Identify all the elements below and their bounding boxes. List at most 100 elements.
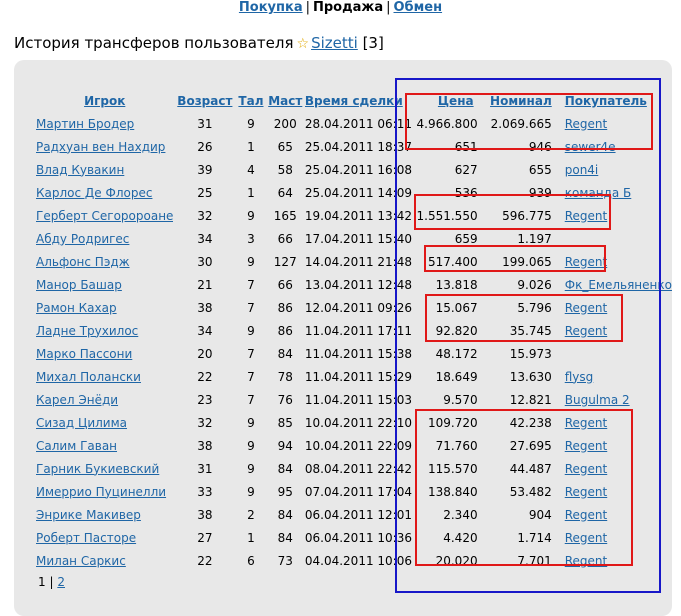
page-link-2[interactable]: 2 xyxy=(57,575,65,589)
player-link[interactable]: Марко Пассони xyxy=(36,346,133,361)
player-cell: Милан Саркис xyxy=(36,549,173,572)
price-cell: 71.760 xyxy=(435,438,478,453)
nav-buy-link[interactable]: Покупка xyxy=(238,0,303,15)
user-link[interactable]: Sizetti xyxy=(311,34,358,52)
nominal-cell: 15.973 xyxy=(509,346,552,361)
buyer-link[interactable]: Regent xyxy=(564,116,608,131)
nominal-cell: 42.238 xyxy=(509,415,552,430)
player-cell: Энрике Макивер xyxy=(36,503,173,526)
player-link[interactable]: Влад Кувакин xyxy=(36,162,125,177)
player-cell: Радхуан вен Нахдир xyxy=(36,135,173,158)
time-cell: 06.04.2011 12:01 xyxy=(304,507,412,522)
col-header-tal[interactable]: Тал xyxy=(238,94,264,108)
highlight-red-box xyxy=(424,245,606,272)
player-link[interactable]: Герберт Сегоророане xyxy=(36,208,174,223)
mast-cell: 86 xyxy=(277,300,293,315)
page-separator: | xyxy=(49,575,54,589)
buyer-link[interactable]: Regent xyxy=(564,208,608,223)
nominal-cell: 596.775 xyxy=(502,208,552,223)
player-link[interactable]: Салим Гаван xyxy=(36,438,118,453)
player-link[interactable]: Карел Энёди xyxy=(36,392,119,407)
age-cell: 38 xyxy=(197,438,213,453)
buyer-cell: команда Б xyxy=(552,181,672,204)
time-cell: 25.04.2011 14:09 xyxy=(304,185,412,200)
buyer-link[interactable]: flysg xyxy=(564,369,594,384)
col-header-player[interactable]: Игрок xyxy=(84,94,126,108)
player-cell: Мартин Бродер xyxy=(36,112,173,135)
col-header-time[interactable]: Время сделки xyxy=(304,94,403,108)
col-header-age[interactable]: Возраст xyxy=(177,94,233,108)
tal-cell: 9 xyxy=(247,438,255,453)
buyer-link[interactable]: Regent xyxy=(564,484,608,499)
player-cell: Влад Кувакин xyxy=(36,158,173,181)
player-link[interactable]: Мартин Бродер xyxy=(36,116,135,131)
player-link[interactable]: Рамон Кахар xyxy=(36,300,117,315)
mast-cell: 76 xyxy=(277,392,293,407)
player-link[interactable]: Михал Полански xyxy=(36,369,141,384)
nominal-cell: 1.197 xyxy=(517,231,552,246)
price-cell: 109.720 xyxy=(427,415,478,430)
price-cell: 4.420 xyxy=(443,530,478,545)
col-header-buyer[interactable]: Покупатель xyxy=(564,94,647,108)
tal-cell: 1 xyxy=(247,530,255,545)
buyer-link[interactable]: Regent xyxy=(564,438,608,453)
price-cell: 92.820 xyxy=(435,323,478,338)
nominal-cell: 1.714 xyxy=(517,530,552,545)
transfer-panel: Игрок Возраст Тал Маст Время сделки Цена… xyxy=(14,60,672,616)
player-cell: Ладне Трухилос xyxy=(36,319,173,342)
price-cell: 1.551.550 xyxy=(416,208,478,223)
player-link[interactable]: Ладне Трухилос xyxy=(36,323,139,338)
table-row: Михал Полански 22 7 78 11.04.2011 15:29 18.64… xyxy=(36,365,672,388)
player-link[interactable]: Гарник Букиевский xyxy=(36,461,160,476)
player-link[interactable]: Энрике Макивер xyxy=(36,507,141,522)
buyer-link[interactable]: Regent xyxy=(564,461,608,476)
buyer-link[interactable]: Regent xyxy=(564,507,608,522)
player-link[interactable]: Роберт Пасторе xyxy=(36,530,137,545)
tal-cell: 9 xyxy=(247,415,255,430)
player-link[interactable]: Радхуан вен Нахдир xyxy=(36,139,166,154)
buyer-link[interactable]: Regent xyxy=(564,300,608,315)
buyer-link[interactable]: Regent xyxy=(564,254,608,269)
table-row: Ладне Трухилос 34 9 86 11.04.2011 17:11 92.82… xyxy=(36,319,672,342)
buyer-link[interactable]: Фк_Емельяненко xyxy=(564,277,672,292)
nominal-cell: 13.630 xyxy=(509,369,552,384)
player-link[interactable]: Имеррио Пуцинелли xyxy=(36,484,167,499)
col-header-nominal[interactable]: Номинал xyxy=(490,94,552,108)
tal-cell: 9 xyxy=(247,484,255,499)
table-row: Мартин Бродер 31 9 200 28.04.2011 06:11 4.966… xyxy=(36,112,672,135)
age-cell: 27 xyxy=(197,530,213,545)
buyer-link[interactable]: Regent xyxy=(564,415,608,430)
player-link[interactable]: Карлос Де Флорес xyxy=(36,185,153,200)
player-link[interactable]: Сизад Цилима xyxy=(36,415,128,430)
buyer-link[interactable]: pon4i xyxy=(564,162,599,177)
price-cell: 627 xyxy=(454,162,478,177)
time-cell: 11.04.2011 15:38 xyxy=(304,346,412,361)
player-cell: Абду Родригес xyxy=(36,227,173,250)
buyer-link[interactable]: sewer4e xyxy=(564,139,616,154)
mast-cell: 95 xyxy=(277,484,293,499)
col-header-price[interactable]: Цена xyxy=(437,94,474,108)
buyer-cell: flysg xyxy=(552,365,672,388)
buyer-cell: Bugulma 2 xyxy=(552,388,672,411)
buyer-link[interactable]: команда Б xyxy=(564,185,632,200)
player-link[interactable]: Альфонс Пэдж xyxy=(36,254,130,269)
player-cell: Герберт Сегоророане xyxy=(36,204,173,227)
tal-cell: 6 xyxy=(247,553,255,568)
buyer-link[interactable]: Regent xyxy=(564,530,608,545)
player-link[interactable]: Милан Саркис xyxy=(36,553,126,568)
time-cell: 10.04.2011 22:10 xyxy=(304,415,412,430)
time-cell: 11.04.2011 15:29 xyxy=(304,369,412,384)
highlight-red-box xyxy=(415,409,633,566)
player-link[interactable]: Абду Родригес xyxy=(36,231,130,246)
buyer-link[interactable]: Regent xyxy=(564,323,608,338)
mast-cell: 200 xyxy=(273,116,297,131)
price-cell: 15.067 xyxy=(435,300,478,315)
transfer-table: Игрок Возраст Тал Маст Время сделки Цена… xyxy=(36,90,672,572)
col-header-mast[interactable]: Маст xyxy=(268,94,303,108)
nav-exchange-link[interactable]: Обмен xyxy=(393,0,443,15)
age-cell: 22 xyxy=(197,369,213,384)
buyer-link[interactable]: Bugulma 2 xyxy=(564,392,630,407)
buyer-cell: Regent xyxy=(552,296,672,319)
buyer-cell: Фк_Емельяненко xyxy=(552,273,672,296)
player-link[interactable]: Манор Башар xyxy=(36,277,122,292)
